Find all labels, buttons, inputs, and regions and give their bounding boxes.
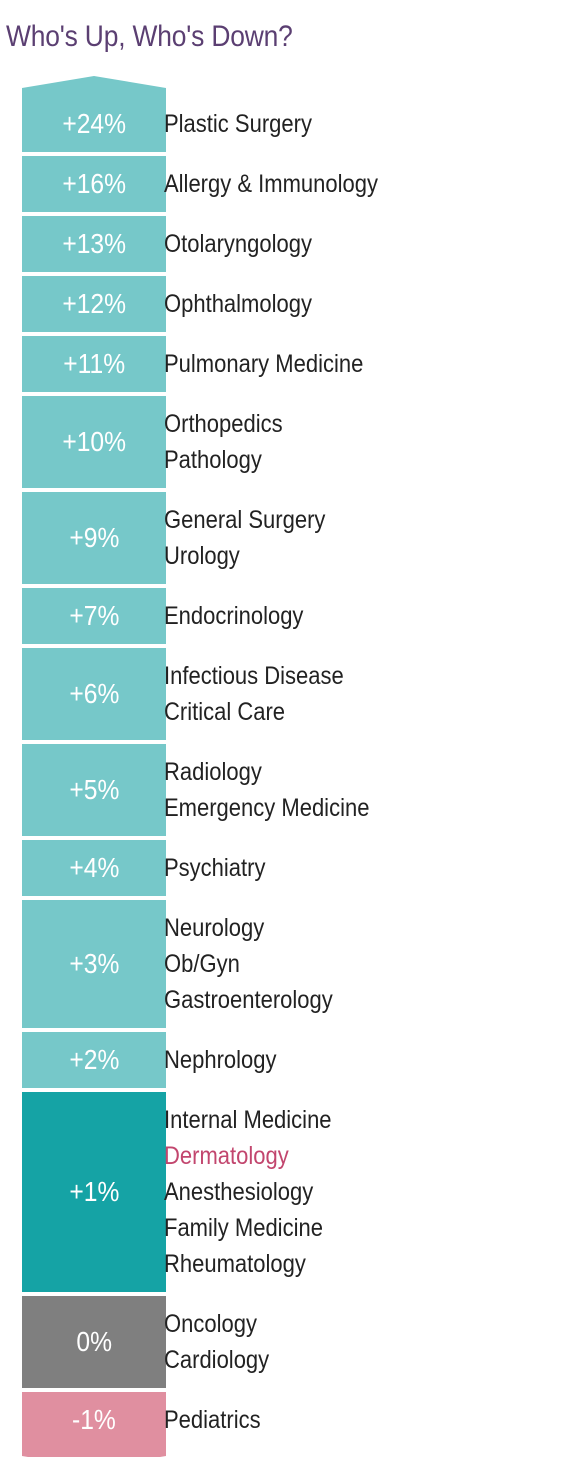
specialty-label: Psychiatry xyxy=(164,854,266,882)
change-value: +16% xyxy=(62,168,126,199)
arrow-top-cap xyxy=(22,76,166,96)
specialty-group: Orthopedics Pathology xyxy=(164,396,299,488)
change-value: +2% xyxy=(68,1044,119,1075)
specialty-group: General Surgery Urology xyxy=(164,492,347,584)
specialty-group: Psychiatry xyxy=(164,840,279,896)
change-segment: +10% xyxy=(22,396,166,488)
change-segment: +3% xyxy=(22,900,166,1028)
specialty-label: Nephrology xyxy=(164,1046,277,1074)
change-value: +7% xyxy=(68,600,119,631)
change-segment: +24% xyxy=(22,96,166,152)
specialty-group: Allergy & Immunology xyxy=(164,156,407,212)
change-value: +11% xyxy=(63,348,125,379)
specialty-label: Ophthalmology xyxy=(164,290,312,318)
change-value: +1% xyxy=(68,1176,119,1207)
change-segment: +16% xyxy=(22,156,166,212)
specialty-label: Pediatrics xyxy=(164,1406,261,1434)
change-value: +5% xyxy=(68,774,119,805)
specialty-label: Radiology xyxy=(164,758,262,786)
specialty-label: Gastroenterology xyxy=(164,986,333,1014)
change-segment: +1% xyxy=(22,1092,166,1292)
specialty-label: Rheumatology xyxy=(164,1250,306,1278)
specialty-label: Neurology xyxy=(164,914,265,942)
specialty-group: Radiology Emergency Medicine xyxy=(164,744,397,836)
change-segment: +12% xyxy=(22,276,166,332)
specialty-group: Ophthalmology xyxy=(164,276,332,332)
specialty-group: Nephrology xyxy=(164,1032,292,1088)
change-segment: +5% xyxy=(22,744,166,836)
change-value: +4% xyxy=(68,852,119,883)
specialty-label: Pathology xyxy=(164,446,262,474)
specialty-label: Oncology xyxy=(164,1310,257,1338)
specialty-group: Neurology Ob/Gyn Gastroenterology xyxy=(164,900,356,1028)
specialty-label: Dermatology xyxy=(164,1142,289,1170)
specialty-label: Critical Care xyxy=(164,698,286,726)
change-value: 0% xyxy=(76,1326,112,1357)
specialty-label: Otolaryngology xyxy=(164,230,312,258)
specialty-group: Infectious Disease Critical Care xyxy=(164,648,368,740)
change-segment: +11% xyxy=(22,336,166,392)
chart-title: Who's Up, Who's Down? xyxy=(6,20,293,53)
change-segment: +6% xyxy=(22,648,166,740)
change-segment: +2% xyxy=(22,1032,166,1088)
change-value: +6% xyxy=(68,678,119,709)
specialty-label: Plastic Surgery xyxy=(164,110,312,138)
specialty-label: Cardiology xyxy=(164,1346,270,1374)
specialty-label: Internal Medicine xyxy=(164,1106,332,1134)
specialty-group: Pulmonary Medicine xyxy=(164,336,391,392)
specialty-label: Urology xyxy=(164,542,240,570)
arrow-bottom-cap xyxy=(22,1448,166,1457)
change-segment: +13% xyxy=(22,216,166,272)
specialty-group: Endocrinology xyxy=(164,588,322,644)
specialty-label: Orthopedics xyxy=(164,410,283,438)
specialty-label: Family Medicine xyxy=(164,1214,323,1242)
specialty-label: Ob/Gyn xyxy=(164,950,240,978)
change-value: +24% xyxy=(62,108,126,139)
specialty-label: Emergency Medicine xyxy=(164,794,370,822)
specialty-label: Allergy & Immunology xyxy=(164,170,378,198)
specialty-label: Infectious Disease xyxy=(164,662,344,690)
change-value: +10% xyxy=(62,426,126,457)
specialty-group: Oncology Cardiology xyxy=(164,1296,284,1388)
change-segment: 0% xyxy=(22,1296,166,1388)
specialty-group: Plastic Surgery xyxy=(164,96,332,152)
specialty-group: Otolaryngology xyxy=(164,216,332,272)
specialty-group: Internal Medicine Dermatology Anesthesiolo… xyxy=(164,1092,354,1292)
change-segment: +7% xyxy=(22,588,166,644)
change-segment: +4% xyxy=(22,840,166,896)
change-value: +12% xyxy=(62,288,126,319)
change-value: +13% xyxy=(62,228,126,259)
change-value: +9% xyxy=(68,522,119,553)
change-value: -1% xyxy=(72,1404,116,1435)
specialty-label: Endocrinology xyxy=(164,602,304,630)
specialty-label: Pulmonary Medicine xyxy=(164,350,364,378)
change-segment: -1% xyxy=(22,1392,166,1448)
specialty-label: General Surgery xyxy=(164,506,326,534)
specialty-group: Pediatrics xyxy=(164,1392,274,1448)
change-segment: +9% xyxy=(22,492,166,584)
specialty-label: Anesthesiology xyxy=(164,1178,314,1206)
change-value: +3% xyxy=(68,948,119,979)
